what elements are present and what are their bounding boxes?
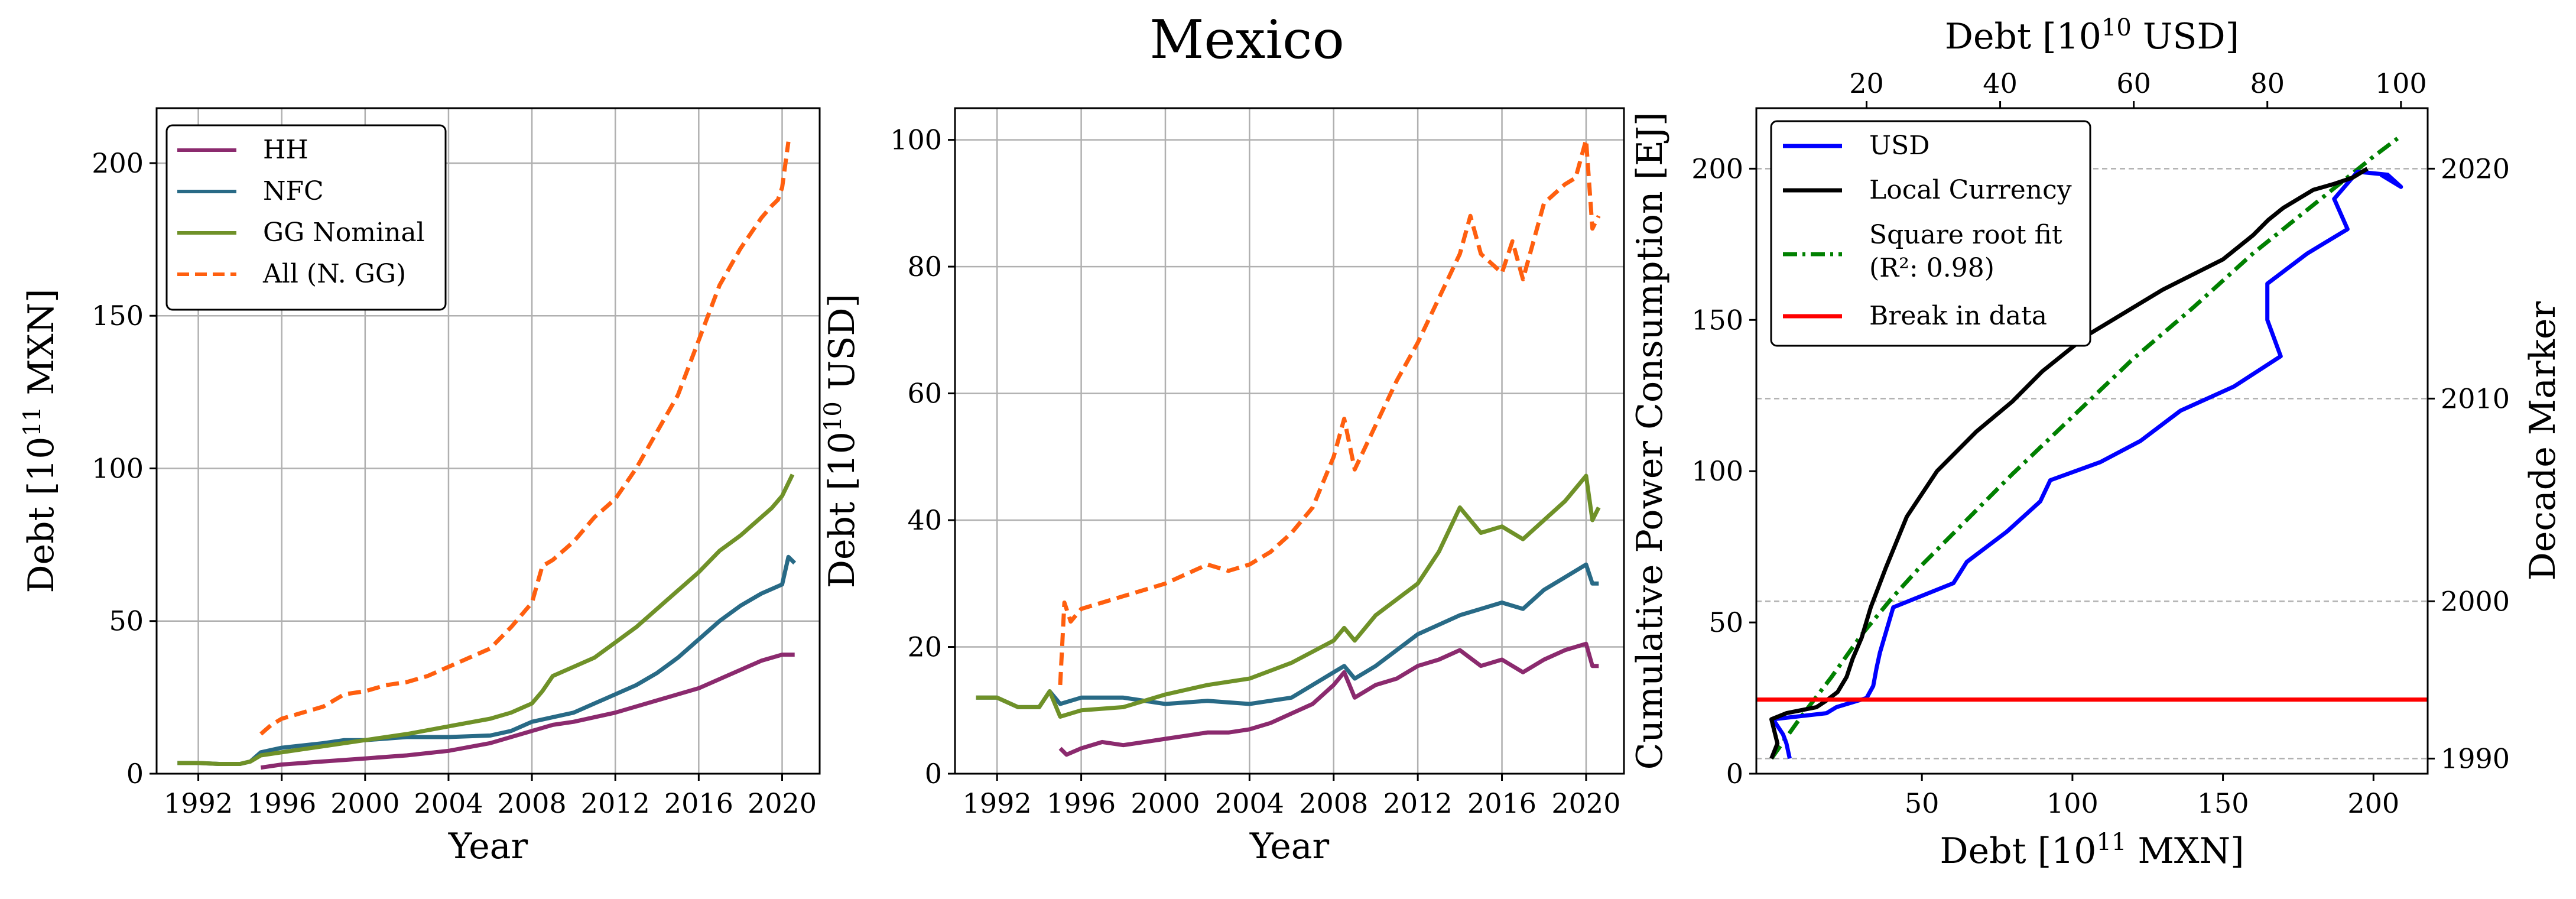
p2-ytick-label: 80 bbox=[907, 251, 942, 283]
p1-xtick-label: 2008 bbox=[498, 787, 567, 819]
p3-xlabel: Debt [1011 MXN] bbox=[1940, 829, 2244, 872]
p2-series-hh bbox=[1058, 641, 1599, 757]
p2-xtick-label: 2020 bbox=[1551, 787, 1620, 819]
p3-y2label: Decade Marker bbox=[2522, 301, 2564, 580]
p2-xtick-label: 1992 bbox=[963, 787, 1032, 819]
p2-series bbox=[976, 138, 1601, 757]
p2-xtick-label: 2000 bbox=[1131, 787, 1200, 819]
p1-ticks: 1992 1996 2000 2004 2008 2012 2016 2020 0 50 100 15… bbox=[92, 147, 817, 819]
p1-ytick-label: 50 bbox=[109, 605, 144, 637]
p3-xtick-label: 150 bbox=[2197, 787, 2249, 819]
p2-ytick-label: 20 bbox=[907, 631, 942, 663]
p3-series-usd bbox=[1771, 170, 2403, 760]
p1-legend-nfc: NFC bbox=[263, 176, 324, 206]
p1-series-hh bbox=[260, 653, 795, 770]
p3-x2label: Debt [1010 USD] bbox=[1945, 14, 2239, 57]
p1-legend-all: All (N. GG) bbox=[262, 259, 406, 289]
p1-ytick-label: 0 bbox=[126, 758, 144, 790]
p3-ytick-label: 100 bbox=[1691, 455, 1743, 487]
p1-ytick-label: 200 bbox=[92, 147, 144, 179]
p3-legend-usd: USD bbox=[1869, 131, 1930, 161]
p2-ytick-label: 40 bbox=[907, 504, 942, 536]
p2-gridlines bbox=[955, 108, 1624, 775]
p3-ytick-label: 200 bbox=[1691, 152, 1743, 184]
p3-ylabel: Cumulative Power Consumption [EJ] bbox=[1629, 112, 1671, 770]
p1-series-gg-nominal bbox=[177, 473, 795, 766]
p3-legend-break: Break in data bbox=[1869, 301, 2047, 331]
p2-xtick-label: 2012 bbox=[1383, 787, 1453, 819]
p3-legend-fit: Square root fit bbox=[1869, 220, 2062, 250]
p2-ytick-label: 0 bbox=[925, 758, 942, 790]
p1-xlabel: Year bbox=[448, 826, 528, 867]
p3-ticks: 1990 2000 2010 2020 50 100 150 200 20 40 60 80 100 0 5… bbox=[1691, 67, 2510, 819]
p3-decade-gridlines bbox=[1756, 168, 2428, 760]
p3-xtick-label: 100 bbox=[2046, 787, 2099, 819]
p3-x2tick-label: 100 bbox=[2375, 67, 2427, 99]
p1-xtick-label: 2000 bbox=[330, 787, 399, 819]
p1-xtick-label: 2020 bbox=[748, 787, 817, 819]
p3-legend-fit-r2: (R²: 0.98) bbox=[1869, 253, 1994, 283]
figure-title: Mexico bbox=[1149, 9, 1344, 71]
p1-series-nfc bbox=[177, 554, 797, 766]
p2-series-gg-nominal bbox=[976, 473, 1601, 719]
p2-ticks: 1992 1996 2000 2004 2008 2012 2016 2020 0 20 40 60 8… bbox=[890, 124, 1620, 819]
p3-y2tick-label: 2000 bbox=[2441, 585, 2510, 617]
p3-ytick-label: 0 bbox=[1726, 758, 1743, 790]
p3-xtick-label: 200 bbox=[2347, 787, 2399, 819]
p3-series-square-root-fit bbox=[1769, 137, 2399, 760]
p2-xlabel: Year bbox=[1249, 826, 1330, 867]
p1-xtick-label: 2004 bbox=[414, 787, 483, 819]
p3-x2tick-label: 40 bbox=[1983, 67, 2018, 99]
p2-xtick-label: 2004 bbox=[1215, 787, 1284, 819]
p3-legend-local: Local Currency bbox=[1869, 175, 2072, 205]
p3-y2tick-label: 2010 bbox=[2441, 382, 2510, 414]
p3-x2tick-label: 60 bbox=[2116, 67, 2151, 99]
p2-ylabel: Debt [1010 USD] bbox=[820, 294, 863, 588]
p1-series-all-n-gg bbox=[259, 141, 791, 736]
p1-ytick-label: 100 bbox=[92, 452, 144, 484]
panel-usd-by-sector: 1992 1996 2000 2004 2008 2012 2016 2020 0 20 40 60 8… bbox=[820, 107, 1625, 867]
p3-y2tick-label: 2020 bbox=[2441, 152, 2510, 184]
p2-xtick-label: 1996 bbox=[1047, 787, 1116, 819]
p3-series bbox=[1756, 137, 2428, 760]
p2-xtick-label: 2016 bbox=[1467, 787, 1536, 819]
p2-xtick-label: 2008 bbox=[1299, 787, 1368, 819]
p3-x2tick-label: 80 bbox=[2250, 67, 2285, 99]
p1-xtick-label: 1996 bbox=[247, 787, 316, 819]
p2-series-all-n-gg bbox=[1058, 138, 1601, 686]
p3-ytick-label: 50 bbox=[1708, 606, 1743, 638]
p3-axes-frame bbox=[1755, 107, 2429, 775]
panel-power-vs-debt: 1990 2000 2010 2020 50 100 150 200 20 40 60 80 100 0 5… bbox=[1629, 14, 2564, 872]
p1-xtick-label: 2012 bbox=[581, 787, 650, 819]
p3-x2tick-label: 20 bbox=[1849, 67, 1884, 99]
p2-ytick-label: 60 bbox=[907, 378, 942, 410]
p1-ytick-label: 150 bbox=[92, 300, 144, 332]
p2-ytick-label: 100 bbox=[890, 124, 942, 156]
p2-axes-frame bbox=[954, 107, 1625, 775]
p3-legend: USD Local Currency Square root fit (R²: … bbox=[1770, 120, 2091, 347]
p3-series-local-currency bbox=[1769, 167, 2369, 760]
p1-xtick-label: 2016 bbox=[664, 787, 733, 819]
p1-ylabel: Debt [1011 MXN] bbox=[19, 288, 62, 593]
p3-xtick-label: 50 bbox=[1905, 787, 1940, 819]
p2-series-nfc bbox=[976, 562, 1599, 709]
p3-y2tick-label: 1990 bbox=[2441, 742, 2510, 774]
p1-legend: HH NFC GG Nominal All (N. GG) bbox=[165, 124, 447, 311]
p1-xtick-label: 1992 bbox=[164, 787, 233, 819]
p1-legend-gg: GG Nominal bbox=[263, 218, 425, 248]
p1-legend-hh: HH bbox=[263, 135, 308, 165]
panel-mxn-by-sector: 1992 1996 2000 2004 2008 2012 2016 2020 0 50 100 15… bbox=[19, 107, 821, 867]
p3-ytick-label: 150 bbox=[1691, 304, 1743, 336]
p1-axes-frame bbox=[155, 107, 821, 775]
p1-series bbox=[177, 141, 797, 770]
